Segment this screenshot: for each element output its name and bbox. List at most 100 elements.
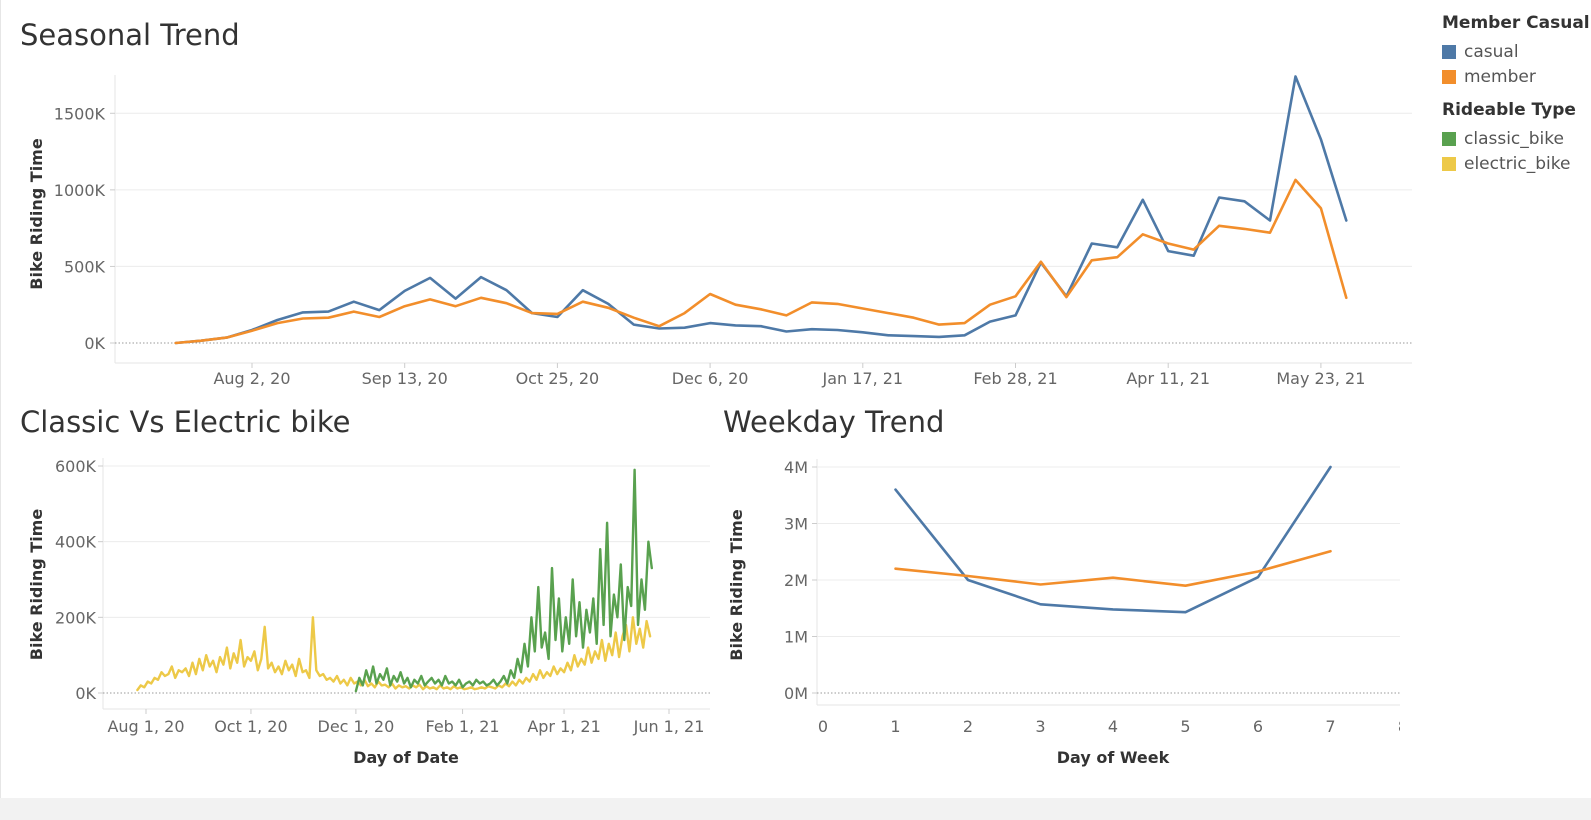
bike-data-point-electric_bike [566, 662, 568, 664]
seasonal-data-point-member [607, 307, 609, 309]
bike-data-point-classic_bike [372, 665, 374, 667]
legend-label-electric-bike: electric_bike [1464, 153, 1571, 174]
seasonal-data-point-member [454, 305, 456, 307]
seasonal-data-point-casual [1243, 200, 1245, 202]
bike-data-point-electric_bike [322, 673, 324, 675]
seasonal-data-point-casual [582, 289, 584, 291]
bike-data-point-electric_bike [267, 667, 269, 669]
bike-data-point-electric_bike [470, 686, 472, 688]
seasonal-data-point-casual [429, 277, 431, 279]
bike-data-point-classic_bike [623, 639, 625, 641]
bike-data-point-electric_bike [315, 669, 317, 671]
bike-data-point-electric_bike [422, 688, 424, 690]
weekday-data-point-member [1329, 550, 1331, 552]
bike-data-point-electric_bike [301, 671, 303, 673]
bike-data-point-electric_bike [178, 669, 180, 671]
bike-data-point-classic_bike [640, 578, 642, 580]
bike-data-point-electric_bike [153, 677, 155, 679]
bike-data-point-classic_bike [441, 684, 443, 686]
seasonal-y-axis-label: Bike Riding Time [27, 138, 46, 290]
bike-data-point-electric_bike [284, 660, 286, 662]
bike-data-point-electric_bike [188, 675, 190, 677]
bike-y-tick-label: 0K [75, 684, 96, 703]
bike-data-point-classic_bike [468, 680, 470, 682]
legend-swatch-electric-bike [1442, 156, 1456, 171]
bike-data-point-electric_bike [467, 687, 469, 689]
weekday-x-tick-label: 3 [1035, 717, 1045, 736]
bike-data-point-classic_bike [455, 684, 457, 686]
seasonal-data-point-member [785, 314, 787, 316]
bike-data-point-electric_bike [645, 620, 647, 622]
seasonal-x-tick-label: Feb 28, 21 [973, 369, 1057, 388]
bike-data-point-classic_bike [599, 548, 601, 550]
bike-data-point-electric_bike [250, 660, 252, 662]
seasonal-data-point-member [582, 301, 584, 303]
bike-data-point-classic_bike [582, 646, 584, 648]
weekday-data-point-member [967, 575, 969, 577]
seasonal-data-point-casual [607, 303, 609, 305]
bike-data-point-classic_bike [406, 677, 408, 679]
seasonal-data-point-member [1243, 228, 1245, 230]
bike-data-point-classic_bike [379, 673, 381, 675]
weekday-data-point-member [1112, 577, 1114, 579]
legend-item-casual[interactable]: casual [1442, 39, 1590, 64]
legend-item-classic-bike[interactable]: classic_bike [1442, 126, 1590, 151]
weekday-x-tick-label: 0 [818, 717, 828, 736]
seasonal-data-point-member [480, 297, 482, 299]
seasonal-data-point-member [760, 308, 762, 310]
seasonal-trend-title: Seasonal Trend [20, 18, 240, 52]
legend-swatch-classic-bike [1442, 131, 1456, 146]
bike-data-point-electric_bike [415, 686, 417, 688]
bike-data-point-classic_bike [534, 650, 536, 652]
bike-data-point-classic_bike [479, 682, 481, 684]
bike-x-tick-label: Apr 1, 21 [527, 717, 600, 736]
legend-item-member[interactable]: member [1442, 64, 1590, 89]
seasonal-x-tick-label: Dec 6, 20 [672, 369, 749, 388]
bike-data-point-electric_bike [494, 687, 496, 689]
seasonal-data-point-member [989, 304, 991, 306]
seasonal-series-line-member [174, 178, 1348, 345]
seasonal-data-point-member [1091, 259, 1093, 261]
seasonal-data-point-casual [1142, 199, 1144, 201]
bike-data-point-electric_bike [229, 667, 231, 669]
seasonal-data-point-member [1345, 297, 1347, 299]
seasonal-data-point-member [709, 293, 711, 295]
seasonal-data-point-member [200, 340, 202, 342]
bike-data-point-classic_bike [537, 586, 539, 588]
bike-data-point-electric_bike [632, 616, 634, 618]
bike-data-point-electric_bike [449, 688, 451, 690]
bike-data-point-electric_bike [570, 669, 572, 671]
bike-data-point-electric_bike [270, 662, 272, 664]
seasonal-data-point-casual [1167, 250, 1169, 252]
bike-data-point-electric_bike [387, 686, 389, 688]
bike-data-point-electric_bike [384, 684, 386, 686]
bike-data-point-electric_bike [343, 679, 345, 681]
bike-data-point-classic_bike [485, 684, 487, 686]
bike-data-point-classic_bike [541, 646, 543, 648]
weekday-x-tick-label: 5 [1180, 717, 1190, 736]
bike-y-axis-label: Bike Riding Time [27, 509, 46, 661]
bike-data-point-electric_bike [339, 682, 341, 684]
seasonal-data-point-casual [785, 330, 787, 332]
bike-data-point-electric_bike [305, 669, 307, 671]
bike-data-point-electric_bike [191, 662, 193, 664]
legend-swatch-casual [1442, 44, 1456, 59]
bike-data-point-electric_bike [456, 687, 458, 689]
seasonal-data-point-member [378, 316, 380, 318]
bike-data-point-electric_bike [508, 685, 510, 687]
bike-data-point-electric_bike [549, 675, 551, 677]
seasonal-data-point-casual [963, 334, 965, 336]
seasonal-data-point-member [251, 330, 253, 332]
bike-data-point-electric_bike [167, 673, 169, 675]
bike-data-point-electric_bike [140, 684, 142, 686]
legend-item-electric-bike[interactable]: electric_bike [1442, 151, 1590, 176]
seasonal-x-tick-label: May 23, 21 [1276, 369, 1365, 388]
bike-data-point-electric_bike [580, 658, 582, 660]
bike-data-point-classic_bike [448, 682, 450, 684]
seasonal-x-tick-label: Sep 13, 20 [362, 369, 448, 388]
legend-label-classic-bike: classic_bike [1464, 128, 1564, 149]
bike-x-tick-label: Feb 1, 21 [425, 717, 499, 736]
bike-data-point-electric_bike [518, 679, 520, 681]
weekday-y-tick-label: 4M [784, 458, 808, 477]
bike-data-point-classic_bike [520, 671, 522, 673]
